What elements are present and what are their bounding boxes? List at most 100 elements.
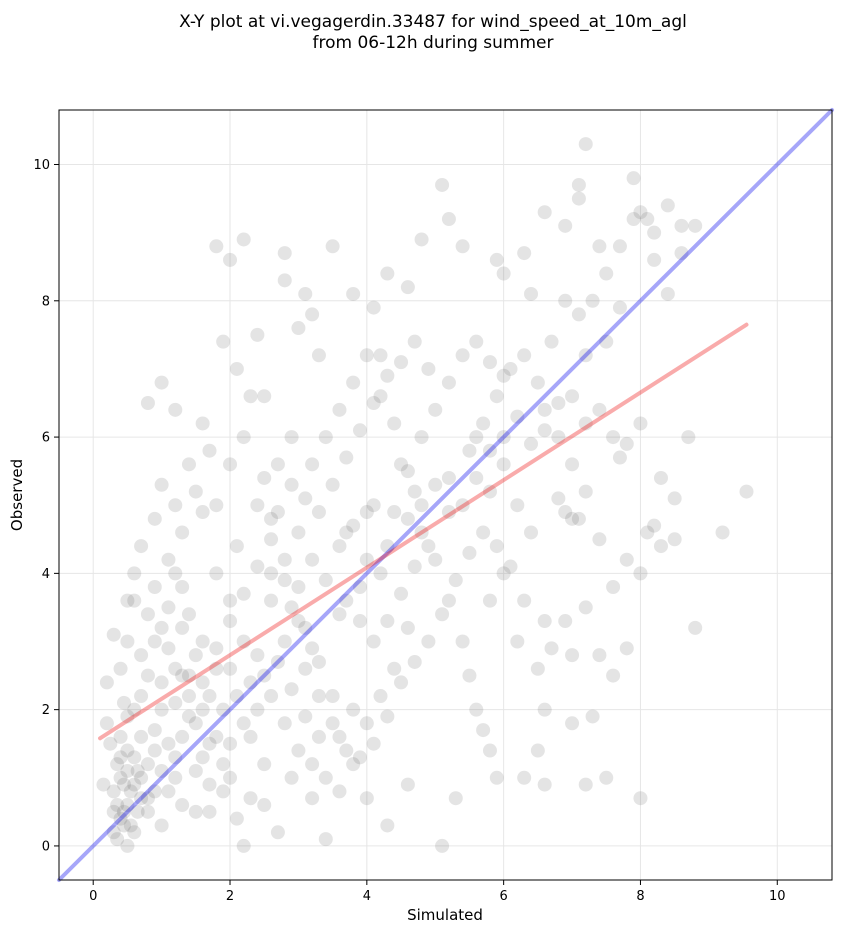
data-point [394,457,409,472]
data-point [339,525,354,540]
data-point [116,777,131,792]
data-point [558,505,573,520]
data-point [626,171,641,186]
data-point [441,212,456,227]
data-point [592,239,607,254]
data-point [223,614,238,629]
y-tick-label: 6 [42,431,50,446]
data-point [243,675,258,690]
data-point [270,505,285,520]
data-point [284,682,299,697]
data-point [469,702,484,717]
data-point [181,689,196,704]
data-point [223,593,238,608]
data-point [352,423,367,438]
data-point [346,286,361,301]
data-point [599,334,614,349]
x-tick-label: 4 [363,889,371,904]
data-point [496,566,511,581]
data-point [311,654,326,669]
data-point [195,416,210,431]
data-point [175,620,190,635]
data-point [113,661,128,676]
data-point [270,825,285,840]
data-point [229,689,244,704]
data-point [524,286,539,301]
data-point [387,661,402,676]
data-point [530,375,545,390]
data-point [134,729,149,744]
data-point [127,750,142,765]
data-point [120,709,135,724]
data-point [195,634,210,649]
data-point [503,559,518,574]
data-point [291,579,306,594]
data-point [202,736,217,751]
data-point [216,334,231,349]
data-point [448,791,463,806]
data-point [120,838,135,853]
data-point [510,634,525,649]
data-point [496,457,511,472]
data-point [366,396,381,411]
x-tick-label: 2 [226,889,234,904]
data-point [359,505,374,520]
data-point [476,723,491,738]
data-point [441,593,456,608]
data-point [448,573,463,588]
data-point [236,716,251,731]
data-point [110,798,125,813]
data-point [250,498,265,513]
data-point [585,709,600,724]
data-point [530,661,545,676]
data-point [619,552,634,567]
data-point [640,212,655,227]
data-point [496,266,511,281]
data-point [571,177,586,192]
data-point [110,757,125,772]
data-point [311,689,326,704]
data-point [421,361,436,376]
data-point [257,668,272,683]
data-point [366,736,381,751]
data-point [229,811,244,826]
data-point [660,198,675,213]
data-point [161,784,176,799]
data-point [441,375,456,390]
data-point [612,239,627,254]
data-point [346,757,361,772]
data-point [359,716,374,731]
data-point [181,457,196,472]
data-point [626,212,641,227]
data-point [134,648,149,663]
data-point [359,791,374,806]
data-point [195,675,210,690]
data-point [558,293,573,308]
data-point [606,430,621,445]
data-point [400,280,415,295]
data-point [116,695,131,710]
data-point [435,607,450,622]
data-point [175,798,190,813]
data-point [346,702,361,717]
data-point [640,525,655,540]
data-point [134,539,149,554]
data-point [168,661,183,676]
data-point [441,505,456,520]
data-point [407,334,422,349]
data-point [99,675,114,690]
data-point [277,246,292,261]
data-point [578,137,593,152]
y-tick-label: 2 [42,703,50,718]
data-point [585,293,600,308]
data-point [270,457,285,472]
data-point [674,246,689,261]
data-point [202,804,217,819]
data-point [209,641,224,656]
data-point [318,573,333,588]
data-point [476,416,491,431]
data-point [373,389,388,404]
data-point [380,709,395,724]
data-point [223,736,238,751]
data-point [123,784,138,799]
